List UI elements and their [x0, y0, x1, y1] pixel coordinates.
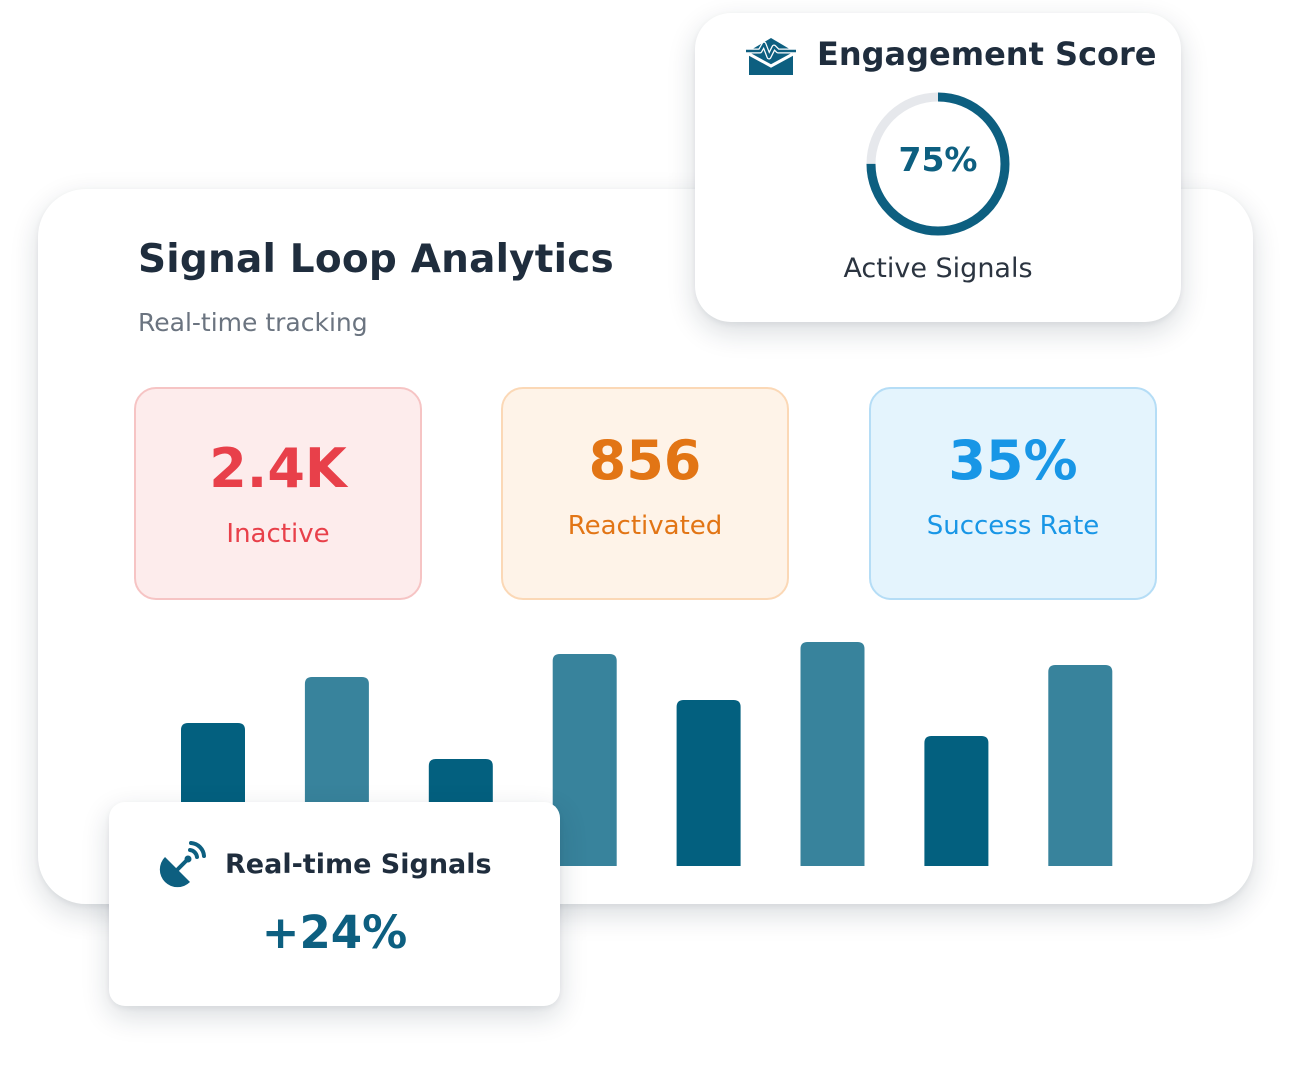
- stat-card-reactivated: 856 Reactivated: [501, 387, 789, 600]
- stat-card-inactive: 2.4K Inactive: [134, 387, 422, 600]
- bar-8: [1048, 665, 1113, 866]
- stat-value-inactive: 2.4K: [209, 437, 347, 500]
- engagement-caption: Active Signals: [843, 253, 1033, 284]
- envelope-pulse-icon: [746, 38, 796, 75]
- stat-value-reactivated: 856: [588, 429, 702, 492]
- bar-4: [552, 654, 617, 866]
- stat-value-success-rate: 35%: [948, 429, 1078, 492]
- page-title: Signal Loop Analytics: [138, 237, 614, 282]
- satellite-dish-icon: [159, 841, 206, 888]
- stat-label-reactivated: Reactivated: [567, 511, 723, 541]
- realtime-signals-card: Real-time Signals +24%: [109, 802, 560, 1006]
- gauge-value: 75%: [898, 140, 978, 179]
- stat-label-success-rate: Success Rate: [926, 511, 1100, 541]
- signals-value: +24%: [261, 906, 408, 959]
- engagement-score-card: Engagement Score 75% Active Signals: [695, 13, 1181, 322]
- engagement-gauge: [866, 92, 1010, 236]
- gauge-progress-arc: [866, 92, 1010, 236]
- stat-label-inactive: Inactive: [226, 519, 330, 549]
- bar-7: [924, 736, 989, 866]
- bar-5: [676, 700, 741, 866]
- signals-title: Real-time Signals: [225, 849, 492, 880]
- page-subtitle: Real-time tracking: [138, 308, 368, 337]
- stat-card-success-rate: 35% Success Rate: [869, 387, 1157, 600]
- bar-6: [800, 642, 865, 866]
- engagement-title: Engagement Score: [817, 35, 1157, 73]
